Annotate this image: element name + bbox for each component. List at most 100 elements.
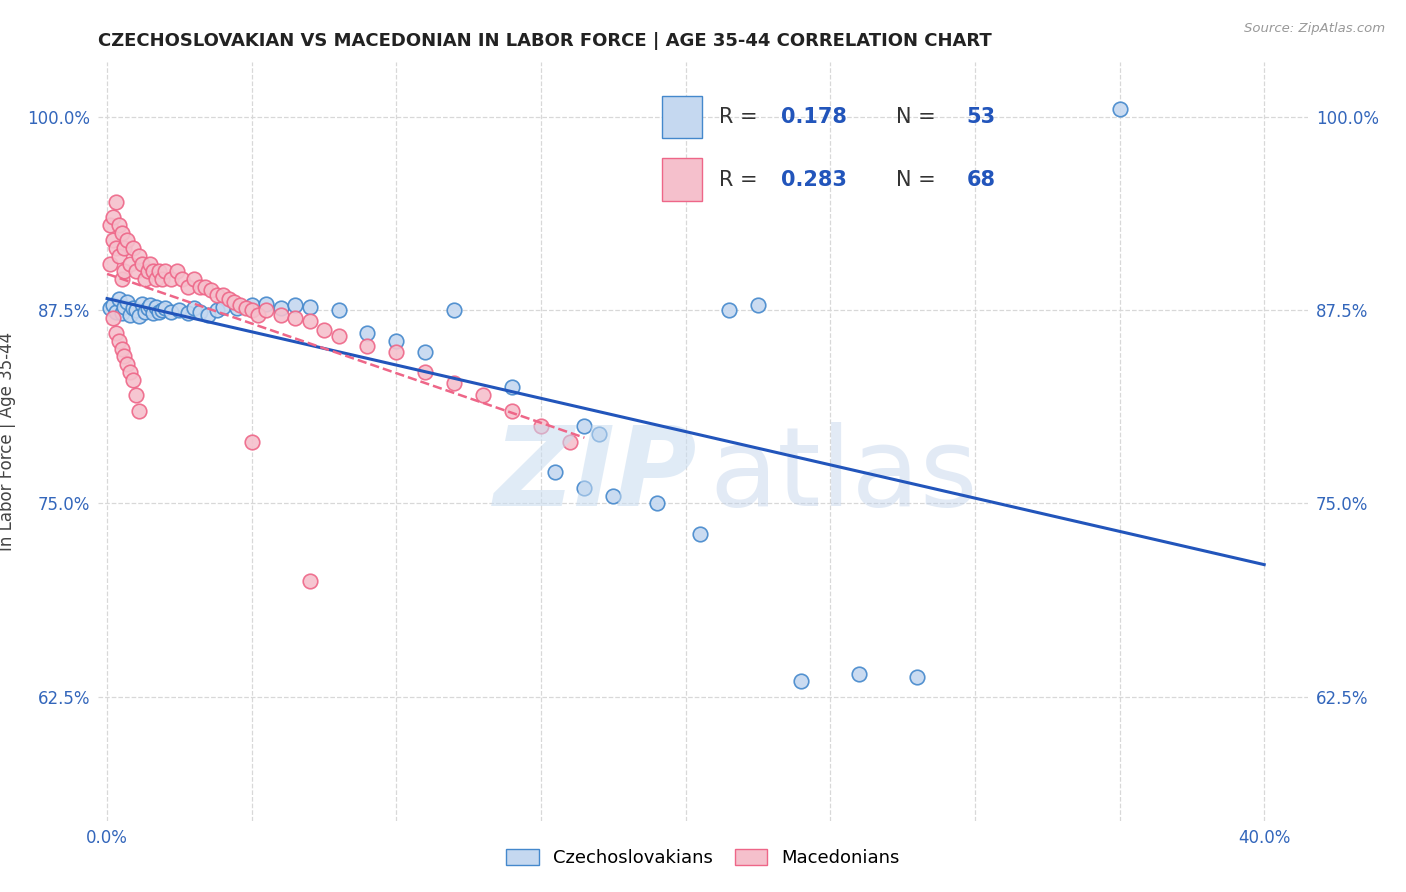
Point bbox=[128, 309, 150, 323]
Y-axis label: In Labor Force | Age 35-44: In Labor Force | Age 35-44 bbox=[0, 332, 15, 551]
Point bbox=[356, 338, 378, 352]
Text: ZIP: ZIP bbox=[494, 422, 697, 529]
Point bbox=[530, 419, 553, 434]
Point bbox=[689, 527, 711, 541]
Point bbox=[177, 306, 200, 320]
Point bbox=[98, 218, 121, 232]
Point bbox=[385, 344, 408, 359]
Legend: Czechoslovakians, Macedonians: Czechoslovakians, Macedonians bbox=[499, 841, 907, 874]
Point bbox=[194, 280, 217, 294]
Point bbox=[645, 496, 668, 510]
Point bbox=[240, 434, 263, 449]
Point bbox=[298, 314, 321, 328]
Point bbox=[200, 283, 222, 297]
Point bbox=[328, 303, 350, 318]
Point bbox=[235, 301, 257, 316]
Point bbox=[224, 295, 246, 310]
Point bbox=[134, 272, 156, 286]
Point bbox=[101, 233, 124, 247]
Point bbox=[183, 272, 205, 286]
Point bbox=[125, 388, 148, 402]
Point bbox=[790, 674, 813, 689]
Point bbox=[443, 376, 465, 390]
Point bbox=[114, 264, 136, 278]
Point bbox=[145, 272, 167, 286]
Point bbox=[205, 303, 228, 318]
Point bbox=[848, 666, 870, 681]
Point bbox=[139, 298, 162, 312]
Point bbox=[117, 357, 139, 371]
Point bbox=[136, 301, 159, 316]
Point bbox=[328, 329, 350, 343]
Point bbox=[443, 303, 465, 318]
Point bbox=[145, 300, 167, 314]
Point bbox=[211, 287, 233, 301]
Point bbox=[101, 310, 124, 325]
Point bbox=[128, 249, 150, 263]
Point bbox=[101, 298, 124, 312]
Point bbox=[120, 365, 142, 379]
Point bbox=[270, 301, 292, 316]
Point bbox=[120, 257, 142, 271]
Point bbox=[166, 264, 188, 278]
Point bbox=[240, 303, 263, 318]
Point bbox=[177, 280, 200, 294]
Text: Source: ZipAtlas.com: Source: ZipAtlas.com bbox=[1244, 22, 1385, 36]
Point bbox=[114, 350, 136, 364]
Point bbox=[114, 300, 136, 314]
Point bbox=[125, 303, 148, 318]
Point bbox=[169, 303, 191, 318]
Point bbox=[211, 300, 233, 314]
Point bbox=[159, 304, 181, 318]
Point bbox=[153, 301, 176, 316]
Point bbox=[107, 218, 129, 232]
Point bbox=[101, 210, 124, 224]
Point bbox=[104, 194, 127, 209]
Point bbox=[110, 306, 132, 320]
Point bbox=[312, 323, 335, 337]
Point bbox=[104, 304, 127, 318]
Point bbox=[905, 670, 928, 684]
Point bbox=[218, 292, 240, 306]
Point bbox=[148, 304, 170, 318]
Point bbox=[98, 257, 121, 271]
Point bbox=[110, 342, 132, 356]
Point bbox=[574, 481, 596, 495]
Point bbox=[114, 241, 136, 255]
Point bbox=[254, 303, 277, 318]
Point bbox=[602, 489, 624, 503]
Point bbox=[107, 292, 129, 306]
Point bbox=[107, 249, 129, 263]
Point bbox=[747, 298, 769, 312]
Point bbox=[385, 334, 408, 348]
Point bbox=[117, 295, 139, 310]
Point bbox=[574, 419, 596, 434]
Point bbox=[284, 298, 307, 312]
Point bbox=[226, 301, 249, 316]
Point bbox=[142, 264, 165, 278]
Point bbox=[104, 241, 127, 255]
Point bbox=[188, 304, 211, 318]
Point bbox=[413, 365, 436, 379]
Point bbox=[298, 300, 321, 314]
Point bbox=[205, 287, 228, 301]
Point bbox=[183, 301, 205, 316]
Point bbox=[104, 326, 127, 341]
Point bbox=[298, 574, 321, 588]
Point bbox=[413, 344, 436, 359]
Point bbox=[150, 303, 173, 318]
Point bbox=[718, 303, 741, 318]
Point bbox=[472, 388, 495, 402]
Point bbox=[254, 297, 277, 311]
Point bbox=[120, 308, 142, 322]
Point bbox=[558, 434, 581, 449]
Point bbox=[188, 280, 211, 294]
Point bbox=[240, 298, 263, 312]
Point bbox=[284, 310, 307, 325]
Point bbox=[110, 272, 132, 286]
Point bbox=[107, 334, 129, 348]
Point bbox=[588, 426, 610, 441]
Point bbox=[153, 264, 176, 278]
Point bbox=[139, 257, 162, 271]
Point bbox=[117, 233, 139, 247]
